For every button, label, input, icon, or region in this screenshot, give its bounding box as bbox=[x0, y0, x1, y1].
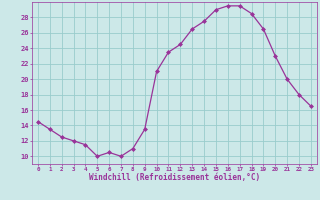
X-axis label: Windchill (Refroidissement éolien,°C): Windchill (Refroidissement éolien,°C) bbox=[89, 173, 260, 182]
